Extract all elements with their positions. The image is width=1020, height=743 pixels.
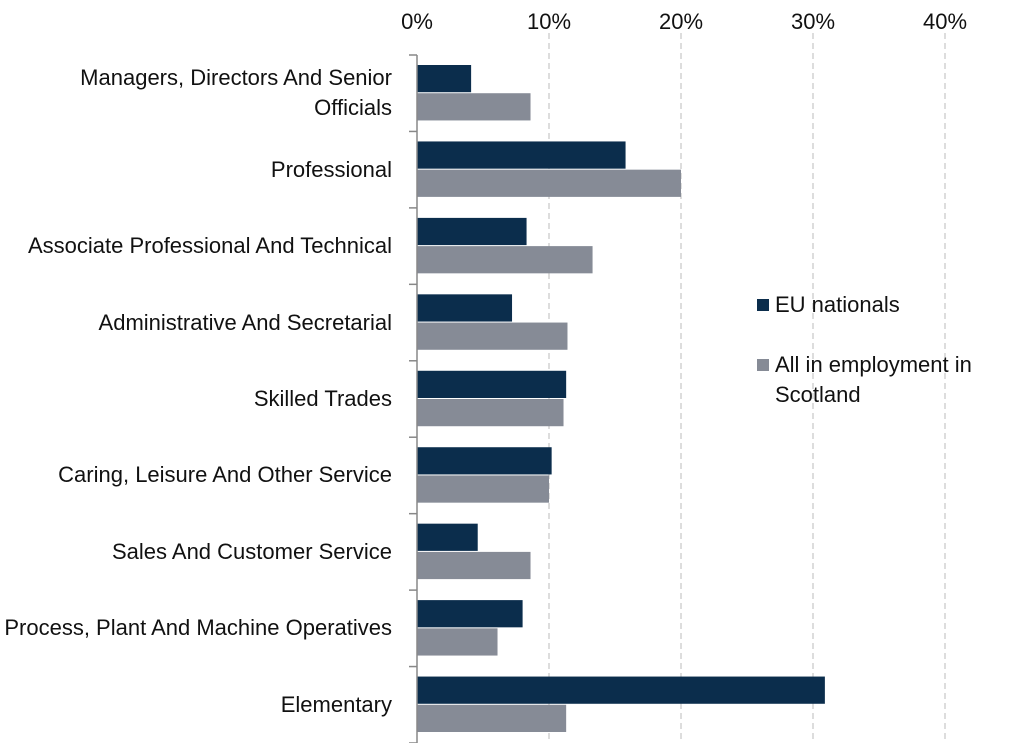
bar [417, 141, 626, 169]
bar [417, 523, 478, 551]
category-label: Process, Plant And Machine Operatives [4, 615, 392, 641]
bar [417, 447, 552, 475]
category-label: Associate Professional And Technical [27, 233, 392, 259]
bar [417, 475, 549, 503]
bar [417, 169, 681, 197]
bar [417, 65, 472, 93]
bar [417, 217, 527, 246]
legend-label: EU nationals [775, 292, 900, 317]
category-label: Caring, Leisure And Other Service [58, 462, 392, 488]
x-tick-label: 20% [658, 9, 704, 34]
bar [417, 676, 825, 704]
bar [417, 628, 498, 656]
bar [417, 399, 564, 427]
x-tick-label: 40% [922, 9, 968, 34]
category-label: Administrative And Secretarial [98, 309, 392, 335]
x-tick-label: 0% [401, 9, 433, 34]
bar [417, 322, 568, 350]
bar [417, 600, 523, 628]
category-label: Skilled Trades [253, 386, 392, 411]
category-label: Elementary [280, 691, 392, 717]
legend-swatch [757, 359, 769, 371]
bar [417, 93, 531, 121]
category-label: Sales And Customer Service [111, 538, 392, 564]
x-tick-label: 10% [526, 9, 572, 34]
bar [417, 294, 513, 322]
category-label: Professional [270, 156, 392, 182]
legend-label: All in employment in Scotland [775, 352, 972, 407]
bar [417, 246, 593, 274]
bar [417, 370, 567, 398]
bar [417, 551, 531, 580]
bar [417, 704, 567, 732]
x-tick-label: 30% [790, 9, 836, 34]
category-label: Managers, Directors And Senior Officials [80, 65, 392, 121]
legend-swatch [757, 299, 769, 311]
